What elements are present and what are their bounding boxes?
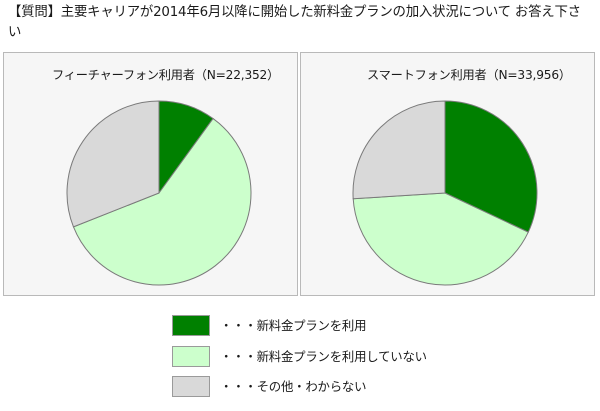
pie-slice-not-using xyxy=(352,192,529,286)
question-text: 【質問】主要キャリアが2014年6月以降に開始した新料金プランの加入状況について… xyxy=(8,5,581,40)
pie-chart-feature-phone xyxy=(66,100,252,286)
pie-slice-other xyxy=(352,100,446,200)
legend-swatch-other xyxy=(172,376,210,397)
legend-label-other: ・・・その他・わからない xyxy=(220,379,367,394)
pie-slice-use-new-plan xyxy=(444,100,538,233)
pie-chart-smartphone xyxy=(352,100,538,286)
chart-title-smartphone: スマートフォン利用者（N=33,956） xyxy=(367,68,571,82)
legend-swatch-use-new-plan xyxy=(172,315,210,336)
chart-panel-smartphone: スマートフォン利用者（N=33,956） xyxy=(300,52,595,296)
legend-label-use-new-plan: ・・・新料金プランを利用 xyxy=(220,318,367,333)
chart-title-feature-phone: フィーチャーフォン利用者（N=22,352） xyxy=(52,68,280,82)
legend-swatch-not-using xyxy=(172,346,210,367)
pie-slice-not-using xyxy=(72,117,252,286)
chart-panel-feature-phone: フィーチャーフォン利用者（N=22,352） xyxy=(3,52,298,296)
pie-slice-other xyxy=(66,100,160,228)
legend-label-not-using: ・・・新料金プランを利用していない xyxy=(220,349,427,364)
